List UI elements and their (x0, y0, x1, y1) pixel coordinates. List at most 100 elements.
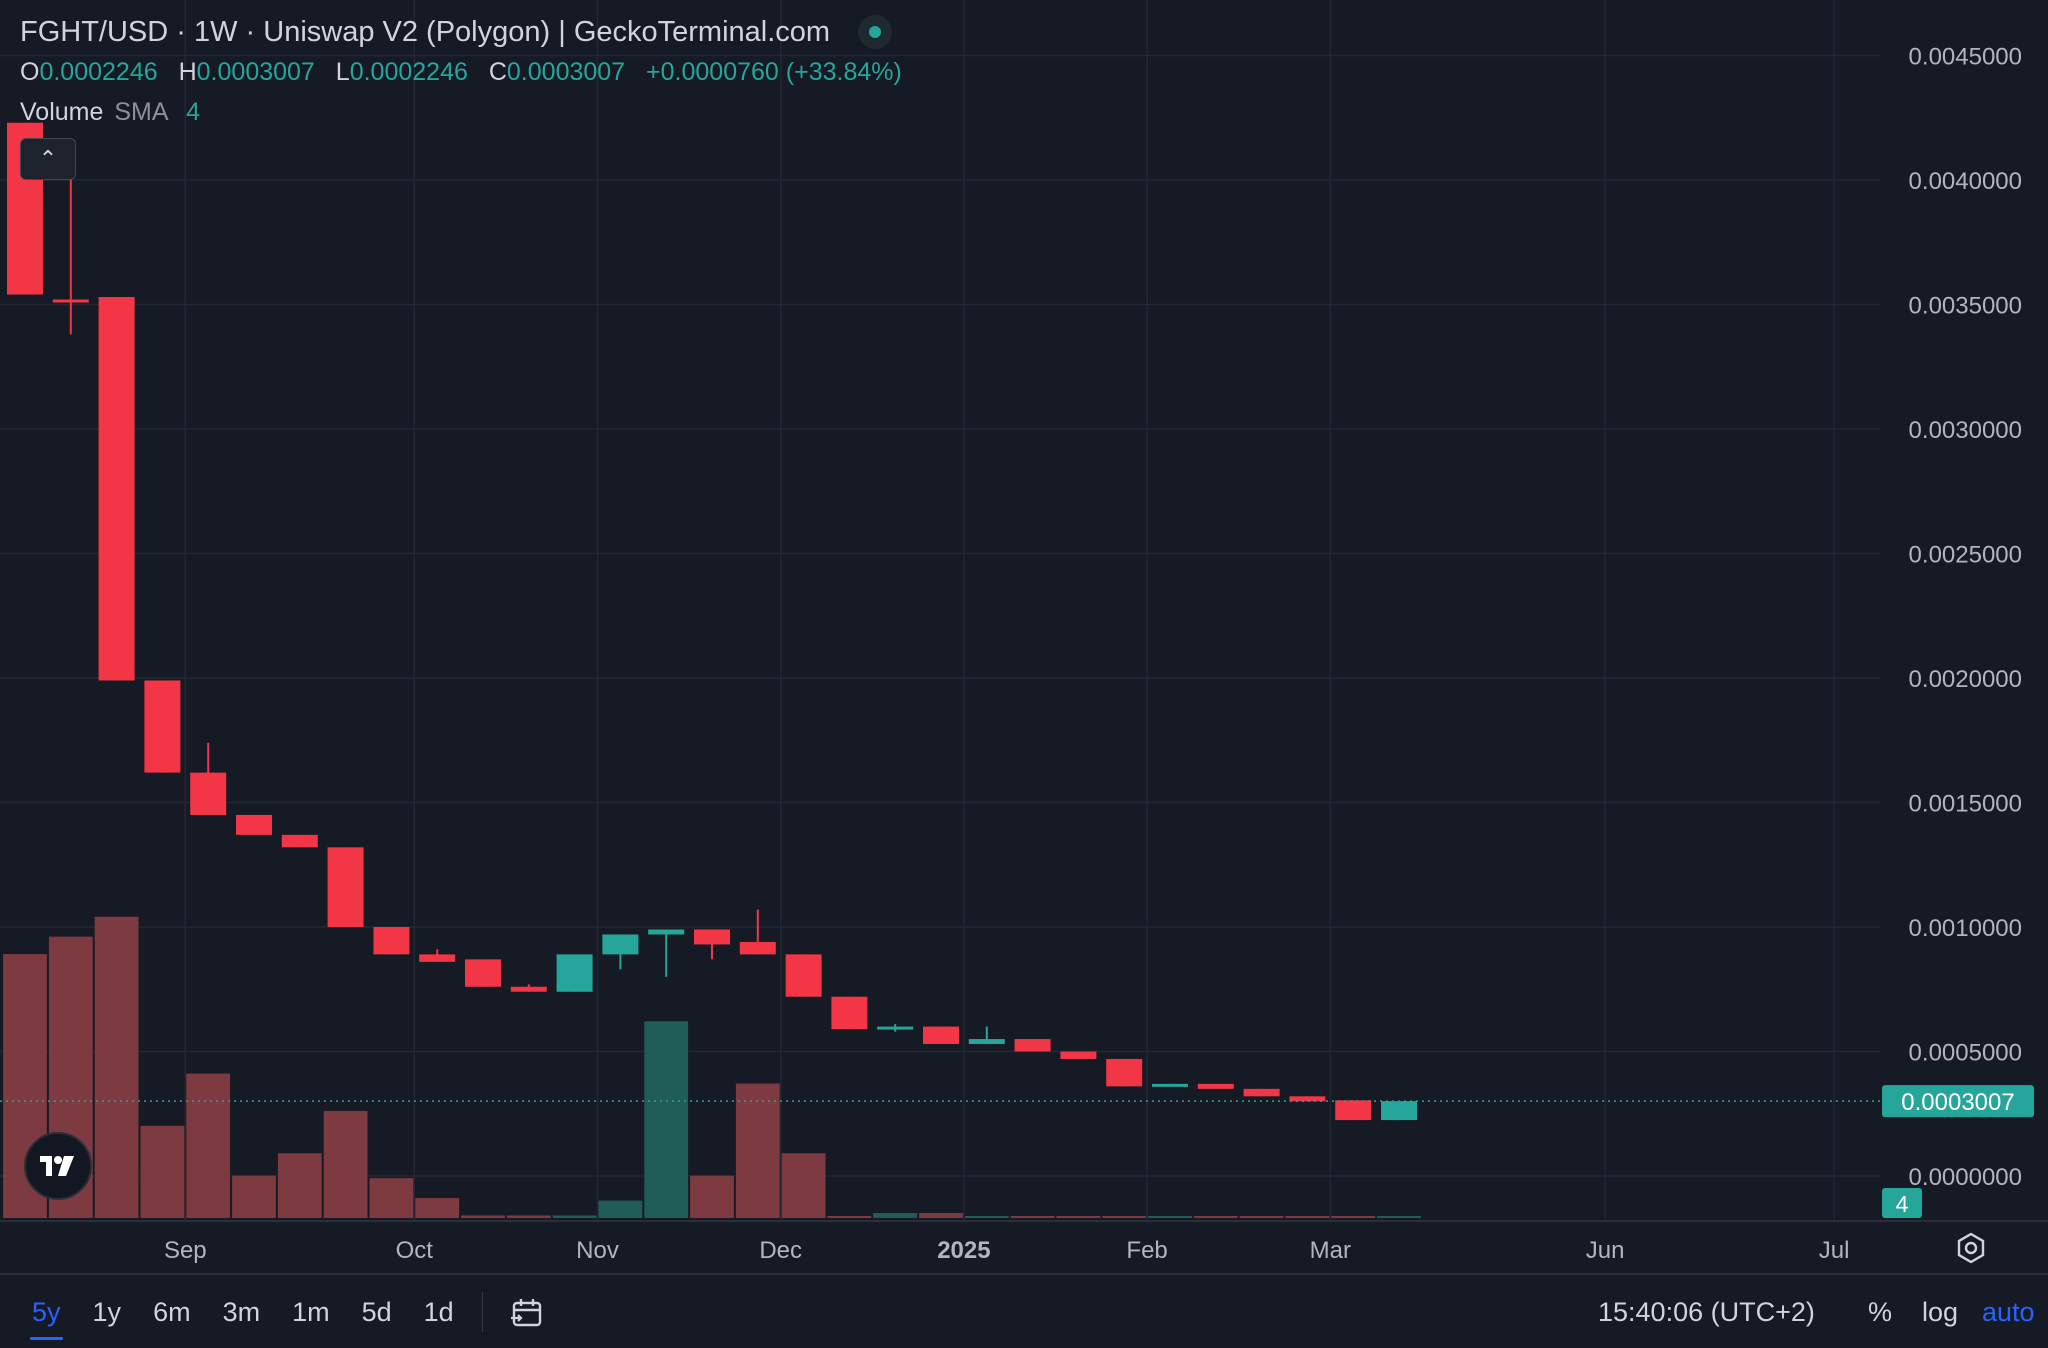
volume-bar (1148, 1216, 1192, 1218)
high-label: H (178, 58, 197, 86)
x-tick-label: Oct (396, 1237, 434, 1264)
volume-bar (1285, 1216, 1330, 1218)
timeframe-3m[interactable]: 3m (222, 1296, 261, 1327)
volume-value-label: 4 (1896, 1191, 1909, 1217)
x-tick-label: Dec (759, 1237, 802, 1264)
clock-timezone[interactable]: 15:40:06 (UTC+2) (1598, 1296, 1815, 1327)
volume-label: Volume (20, 98, 104, 126)
candle-body (739, 941, 776, 955)
x-tick-label: 2025 (937, 1237, 990, 1264)
change-value: +0.0000760 (+33.84%) (646, 58, 902, 86)
candle-body (602, 934, 639, 955)
volume-bar (552, 1215, 597, 1218)
volume-bar (1102, 1216, 1147, 1218)
gear-hub (1964, 1241, 1978, 1255)
candle-body (510, 986, 547, 992)
y-tick-label: 0.0020000 (1909, 666, 2022, 693)
volume-bar (690, 1175, 734, 1218)
volume-bar (186, 1073, 231, 1218)
low-value: 0.0002246 (349, 58, 468, 86)
volume-bar (964, 1216, 1009, 1218)
timeframe-6m[interactable]: 6m (153, 1296, 191, 1327)
x-tick-label: Feb (1126, 1237, 1167, 1264)
volume-bar (323, 1110, 368, 1218)
last-price-label: 0.0003007 (1901, 1089, 2014, 1116)
y-tick-label: 0.0015000 (1909, 791, 2022, 818)
candle-body (1335, 1100, 1372, 1121)
candle-body (785, 954, 822, 997)
y-tick-label: 0.0000000 (1909, 1164, 2022, 1191)
symbol-title-row: FGHT/USD · 1W · Uniswap V2 (Polygon) | G… (20, 12, 916, 52)
y-tick-label: 0.0025000 (1909, 542, 2022, 569)
candle-body (373, 927, 410, 955)
auto-scale-toggle[interactable]: auto (1982, 1296, 2035, 1327)
tradingview-logo-icon[interactable] (24, 1132, 92, 1200)
volume-legend[interactable]: Volume SMA 4 (20, 92, 916, 132)
volume-bar (277, 1153, 322, 1218)
y-tick-label: 0.0045000 (1909, 44, 2022, 71)
gear-outline (1957, 1232, 1985, 1264)
x-tick-label: Mar (1310, 1237, 1351, 1264)
log-scale-toggle[interactable]: log (1922, 1296, 1959, 1327)
bottom-toolbar: 5y 1y 6m 3m 1m 5d 1d 15:40:06 (UTC+2) % … (0, 1276, 2048, 1348)
timeframe-1d[interactable]: 1d (423, 1296, 454, 1327)
toolbar-divider (481, 1292, 483, 1332)
volume-bar (1010, 1216, 1055, 1218)
collapse-legend-button[interactable]: ⌃ (20, 138, 76, 180)
volume-bar (506, 1215, 551, 1218)
timeframe-1y[interactable]: 1y (92, 1296, 122, 1327)
ohlc-values: O0.0002246 H0.0003007 L0.0002246 C0.0003… (20, 52, 916, 92)
chart-background (0, 0, 2048, 1276)
candle-body (236, 814, 272, 835)
x-tick-label: Nov (576, 1237, 619, 1264)
market-status-icon[interactable] (858, 15, 893, 49)
volume-bar (1239, 1216, 1284, 1218)
candle-body (968, 1039, 1005, 1045)
candle-body (1152, 1083, 1188, 1087)
open-label: O (20, 58, 40, 86)
volume-bar (644, 1021, 689, 1218)
volume-bar (461, 1215, 505, 1218)
candle-body (327, 847, 364, 927)
candle-body (1381, 1101, 1417, 1121)
volume-bar (1193, 1216, 1238, 1218)
chevron-up-icon: ⌃ (38, 146, 58, 171)
y-tick-label: 0.0010000 (1909, 915, 2022, 942)
x-tick-label: Sep (164, 1237, 207, 1264)
x-tick-label: Jul (1819, 1237, 1850, 1264)
candle-body (694, 929, 730, 945)
volume-value-badge (1882, 1188, 1922, 1218)
timeframe-5d[interactable]: 5d (361, 1296, 392, 1327)
low-label: L (335, 58, 350, 86)
volume-bar (781, 1153, 826, 1218)
candle-body (1014, 1039, 1051, 1052)
candle-body (52, 299, 89, 303)
symbol-title[interactable]: FGHT/USD · 1W · Uniswap V2 (Polygon) | G… (20, 16, 831, 48)
timeframe-1m[interactable]: 1m (292, 1296, 330, 1327)
candle-body (556, 954, 593, 992)
volume-bar (369, 1178, 414, 1218)
settings-gear-icon[interactable] (1957, 1232, 1985, 1264)
open-value: 0.0002246 (39, 58, 158, 86)
candle-body (98, 297, 135, 681)
percent-scale-toggle[interactable]: % (1868, 1296, 1893, 1327)
candle-body (144, 680, 181, 773)
candle-body (1243, 1088, 1280, 1097)
volume-bar (1056, 1216, 1101, 1218)
candle-body (281, 834, 318, 848)
volume-sma-length: 4 (186, 98, 200, 126)
calendar-range-icon[interactable] (509, 1295, 543, 1329)
last-price-badge[interactable] (1882, 1085, 2034, 1118)
candle-body (1289, 1096, 1326, 1102)
volume-sma-label: SMA (114, 98, 168, 126)
candle-body (465, 959, 501, 987)
timeframe-5y[interactable]: 5y (30, 1296, 63, 1340)
close-label: C (488, 58, 507, 86)
volume-bar (140, 1125, 185, 1218)
candle-body (419, 954, 456, 962)
candle-body (190, 772, 227, 815)
volume-bar (1377, 1216, 1421, 1218)
volume-bar (94, 916, 139, 1218)
chart-legend: FGHT/USD · 1W · Uniswap V2 (Polygon) | G… (20, 12, 916, 132)
